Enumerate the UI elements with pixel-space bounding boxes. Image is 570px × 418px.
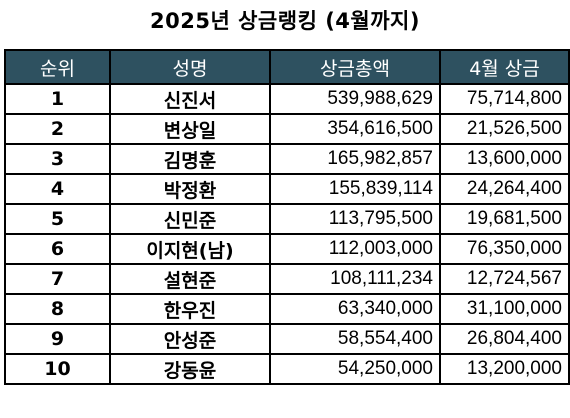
table-row: 10 강동윤 54,250,000 13,200,000 <box>4 353 570 385</box>
rank-cell: 7 <box>4 263 111 295</box>
rank-cell: 2 <box>4 113 111 145</box>
name-cell: 설현준 <box>109 263 271 295</box>
total-prize-cell: 63,340,000 <box>269 293 441 325</box>
total-prize-cell: 108,111,234 <box>269 263 441 295</box>
april-prize-cell: 13,200,000 <box>439 353 570 385</box>
table-row: 6 이지현(남) 112,003,000 76,350,000 <box>4 233 570 265</box>
rank-cell: 9 <box>4 323 111 355</box>
page-title: 2025년 상금랭킹 (4월까지) <box>150 9 420 33</box>
april-prize-cell: 12,724,567 <box>439 263 570 295</box>
header-name: 성명 <box>109 49 271 85</box>
rank-cell: 4 <box>4 173 111 205</box>
april-prize-cell: 21,526,500 <box>439 113 570 145</box>
total-prize-cell: 54,250,000 <box>269 353 441 385</box>
table-row: 1 신진서 539,988,629 75,714,800 <box>4 83 570 115</box>
table-row: 5 신민준 113,795,500 19,681,500 <box>4 203 570 235</box>
table-row: 9 안성준 58,554,400 26,804,400 <box>4 323 570 355</box>
rank-cell: 3 <box>4 143 111 175</box>
april-prize-cell: 13,600,000 <box>439 143 570 175</box>
table-header-row: 순위 성명 상금총액 4월 상금 <box>4 49 570 85</box>
header-total-prize: 상금총액 <box>269 49 441 85</box>
name-cell: 신진서 <box>109 83 271 115</box>
name-cell: 신민준 <box>109 203 271 235</box>
total-prize-cell: 155,839,114 <box>269 173 441 205</box>
table-row: 4 박정환 155,839,114 24,264,400 <box>4 173 570 205</box>
total-prize-cell: 354,616,500 <box>269 113 441 145</box>
april-prize-cell: 75,714,800 <box>439 83 570 115</box>
name-cell: 김명훈 <box>109 143 271 175</box>
name-cell: 한우진 <box>109 293 271 325</box>
name-cell: 변상일 <box>109 113 271 145</box>
total-prize-cell: 165,982,857 <box>269 143 441 175</box>
name-cell: 박정환 <box>109 173 271 205</box>
ranking-table: 순위 성명 상금총액 4월 상금 1 신진서 539,988,629 75,71… <box>4 49 570 385</box>
table-row: 7 설현준 108,111,234 12,724,567 <box>4 263 570 295</box>
total-prize-cell: 112,003,000 <box>269 233 441 265</box>
header-april-prize: 4월 상금 <box>439 49 570 85</box>
name-cell: 강동윤 <box>109 353 271 385</box>
table-row: 8 한우진 63,340,000 31,100,000 <box>4 293 570 325</box>
rank-cell: 6 <box>4 233 111 265</box>
rank-cell: 1 <box>4 83 111 115</box>
total-prize-cell: 58,554,400 <box>269 323 441 355</box>
april-prize-cell: 24,264,400 <box>439 173 570 205</box>
name-cell: 안성준 <box>109 323 271 355</box>
table-row: 3 김명훈 165,982,857 13,600,000 <box>4 143 570 175</box>
rank-cell: 5 <box>4 203 111 235</box>
april-prize-cell: 76,350,000 <box>439 233 570 265</box>
april-prize-cell: 31,100,000 <box>439 293 570 325</box>
rank-cell: 10 <box>4 353 111 385</box>
total-prize-cell: 539,988,629 <box>269 83 441 115</box>
april-prize-cell: 26,804,400 <box>439 323 570 355</box>
name-cell: 이지현(남) <box>109 233 271 265</box>
table-row: 2 변상일 354,616,500 21,526,500 <box>4 113 570 145</box>
april-prize-cell: 19,681,500 <box>439 203 570 235</box>
header-rank: 순위 <box>4 49 111 85</box>
total-prize-cell: 113,795,500 <box>269 203 441 235</box>
rank-cell: 8 <box>4 293 111 325</box>
